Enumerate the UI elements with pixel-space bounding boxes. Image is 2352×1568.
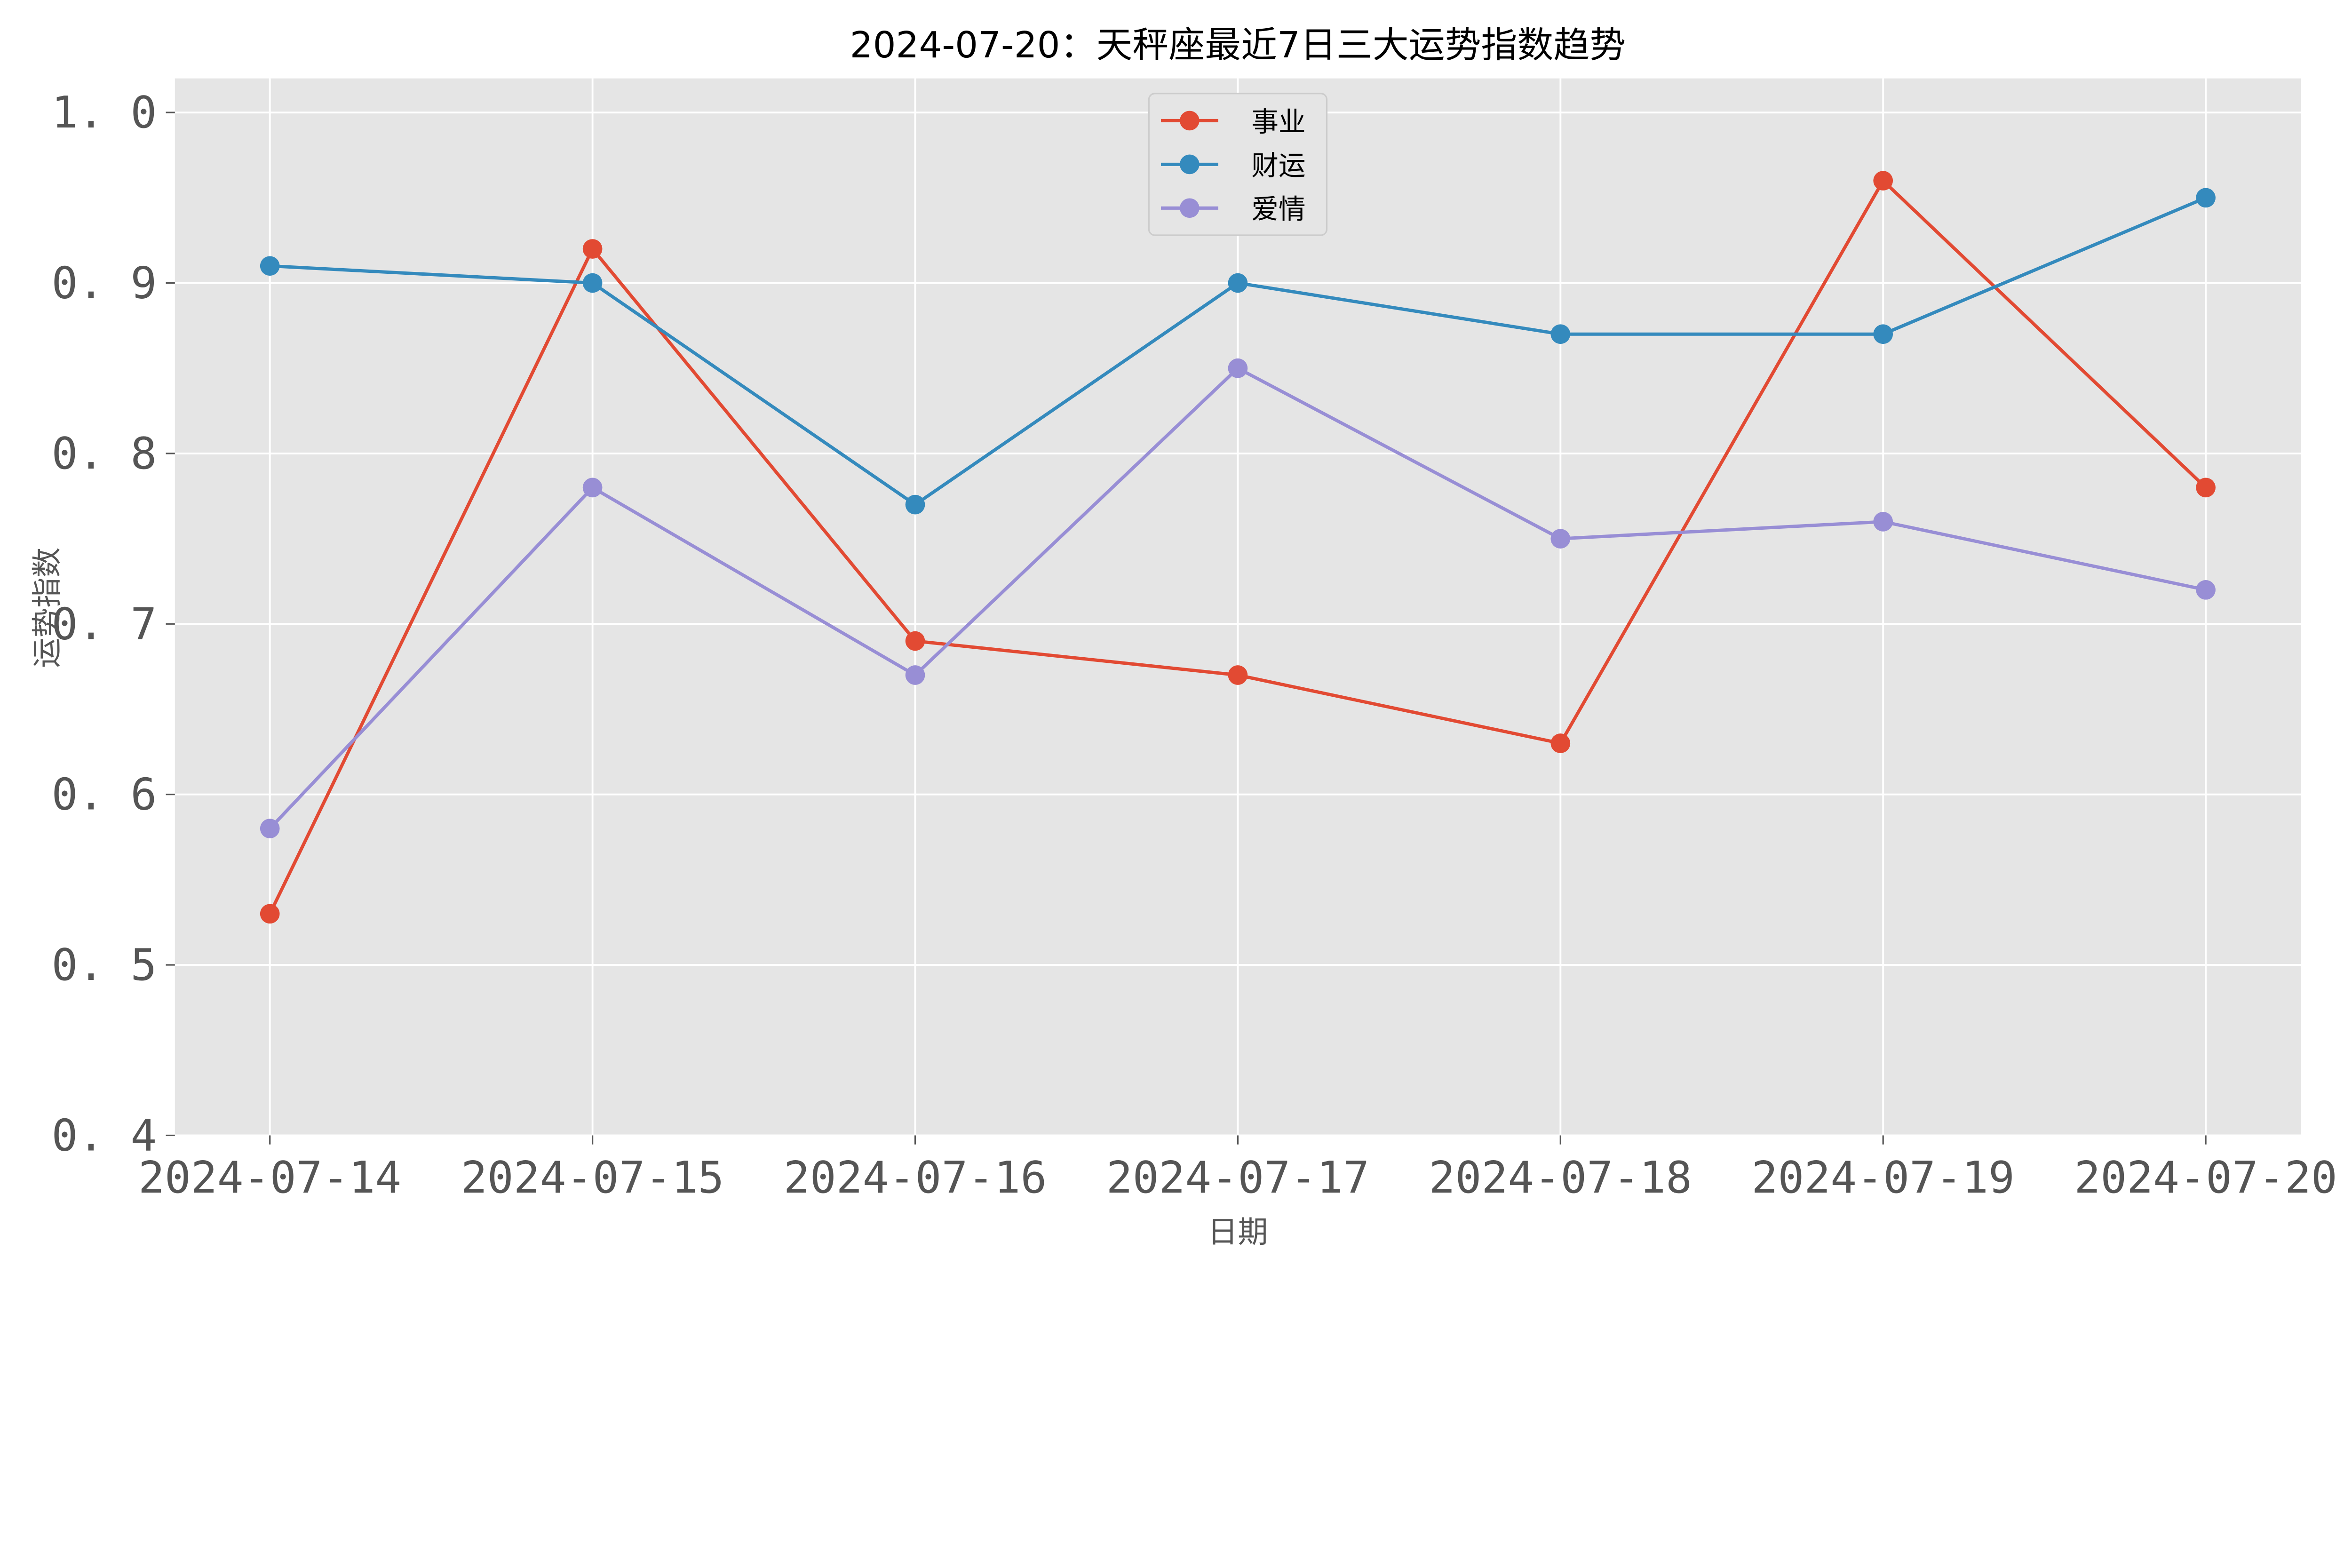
data-point <box>1550 324 1571 344</box>
data-point <box>260 904 280 924</box>
x-tick-label: 2024-07-19 <box>1751 1152 2015 1203</box>
data-point <box>1228 358 1248 378</box>
data-point <box>1228 273 1248 293</box>
y-tick-label: 0. 6 <box>52 769 157 820</box>
x-tick-label: 2024-07-15 <box>461 1152 724 1203</box>
data-point <box>2196 580 2216 600</box>
series-事业 <box>260 171 2216 924</box>
legend-marker <box>1180 198 1200 218</box>
y-tick-label: 0. 4 <box>52 1110 157 1161</box>
y-tick-label: 0. 9 <box>52 258 157 309</box>
chart-title: 2024-07-20：天秤座最近7日三大运势指数趋势 <box>850 24 1626 66</box>
legend-label: 爱情 <box>1251 193 1305 225</box>
data-point <box>1873 171 1893 191</box>
y-tick-label: 0. 7 <box>52 598 157 649</box>
data-point <box>905 665 925 685</box>
y-axis-label: 运势指数 <box>30 547 65 668</box>
x-tick-label: 2024-07-18 <box>1429 1152 1692 1203</box>
data-point <box>905 631 925 651</box>
x-axis-label: 日期 <box>1208 1215 1268 1250</box>
x-tick-label: 2024-07-17 <box>1106 1152 1370 1203</box>
data-point <box>1873 324 1893 344</box>
data-point <box>2196 188 2216 208</box>
legend-marker <box>1180 154 1200 175</box>
data-point <box>905 494 925 515</box>
y-tick-label: 1. 0 <box>52 87 157 138</box>
data-point <box>1550 529 1571 549</box>
data-point <box>1228 665 1248 685</box>
data-point <box>1873 512 1893 532</box>
data-point <box>260 819 280 838</box>
x-tick-label: 2024-07-16 <box>784 1152 1047 1203</box>
series-财运 <box>260 188 2216 515</box>
legend-label: 事业 <box>1251 106 1305 138</box>
line-chart: 2024-07-14 2024-07-15 2024-07-16 2024-07-17… <box>30 24 2337 1250</box>
series-group <box>260 171 2216 924</box>
x-tick-label: 2024-07-20 <box>2074 1152 2337 1203</box>
y-tick-label: 0. 5 <box>52 939 157 990</box>
ticks: 2024-07-14 2024-07-15 2024-07-16 2024-07-17… <box>52 87 2337 1203</box>
data-point <box>582 478 603 498</box>
data-point <box>582 239 603 259</box>
legend-label: 财运 <box>1251 150 1305 182</box>
x-tick-label: 2024-07-14 <box>138 1152 402 1203</box>
data-point <box>1550 733 1571 753</box>
y-tick-label: 0. 8 <box>52 428 157 479</box>
data-point <box>582 273 603 293</box>
legend-marker <box>1180 111 1200 131</box>
series-爱情 <box>260 358 2216 838</box>
data-point <box>260 256 280 276</box>
data-point <box>2196 478 2216 498</box>
